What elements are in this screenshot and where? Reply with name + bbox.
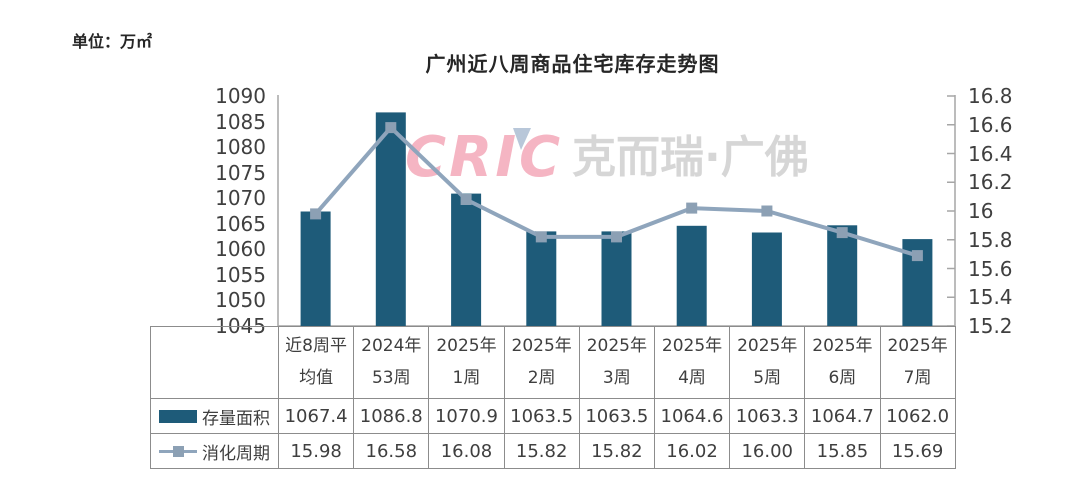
right-axis-tick-label: 15.2 [968,314,1013,338]
data-table: 近8周平 均值 2024年 53周 2025年 1周 2025年 2周 2025年 3周… [150,326,956,469]
category-cell: 2025年 3周 [578,326,655,399]
value-cell: 1063.5 [503,398,580,434]
line-marker [385,122,397,134]
value-cell: 1062.0 [879,398,956,434]
category-cell: 2025年 2周 [503,326,580,399]
category-cell: 2025年 5周 [729,326,806,399]
value-cell: 16.02 [653,433,731,469]
right-axis-tick-label: 16.6 [968,112,1013,137]
bar-segment [827,225,858,326]
bar-segment [751,232,782,326]
value-cell: 15.82 [503,433,580,469]
left-axis-tick-label: 1055 [215,262,266,287]
left-axis-tick-label: 1075 [215,160,266,185]
right-axis-tick-label: 15.4 [968,285,1013,310]
value-cell: 16.58 [353,433,430,469]
chart-title: 广州近八周商品住宅库存走势图 [425,52,720,76]
watermark-brand-text: 克而瑞·广佛 [572,132,809,183]
legend-cell: 存量面积 [150,398,279,434]
right-axis-tick-label: 15.8 [968,227,1013,252]
value-cell: 1063.5 [578,398,655,434]
category-cell: 近8周平 均值 [277,326,355,399]
bar-segment [676,225,707,326]
right-axis-tick-label: 16.2 [968,170,1013,195]
line-marker [611,231,622,243]
bar-segment [601,231,632,326]
category-cell: 2025年 4周 [653,326,731,399]
watermark-logo: CRIC [405,125,563,190]
right-axis-tick-label: 16.8 [968,84,1013,108]
value-cell: 15.82 [578,433,655,469]
line-marker [761,205,773,217]
table-row-0: 存量面积 1067.4 1086.8 1070.9 1063.5 1063.5 1064.6… [150,398,956,434]
line-marker [911,250,923,262]
table-row-1: 消化周期 15.98 16.58 16.08 15.82 15.82 16.02 16.00 1… [150,433,956,469]
value-cell: 1064.7 [804,398,881,434]
left-axis-tick-label: 1090 [215,84,266,108]
line-marker [310,208,322,220]
bar-legend-swatch [159,409,197,423]
category-cell: 2024年 53周 [353,326,430,399]
line-marker [686,202,698,214]
right-axis-tick-label: 16.4 [968,141,1013,166]
left-axis-tick-label: 1070 [215,186,266,211]
legend-label: 存量面积 [202,408,270,429]
value-cell: 1070.9 [428,398,505,434]
line-marker [836,227,848,239]
unit-label: 单位：万㎡ [72,32,153,51]
legend-label: 消化周期 [202,443,270,464]
category-row: 近8周平 均值 2024年 53周 2025年 1周 2025年 2周 2025年 3周… [150,326,956,399]
left-axis-tick-label: 1060 [215,237,266,262]
legend-cell: 消化周期 [150,433,279,469]
category-cell: 2025年 7周 [879,326,956,399]
value-cell: 15.85 [804,433,881,469]
value-cell: 15.98 [277,433,355,469]
left-axis-tick-label: 1085 [215,109,266,134]
value-cell: 16.00 [729,433,806,469]
legend-header-spacer [150,326,279,399]
line-legend-swatch [159,445,197,458]
bar-segment [375,112,406,327]
line-marker [460,194,472,205]
bar-segment [300,211,331,326]
right-axis-tick-label: 15.6 [968,256,1013,281]
value-cell: 1064.6 [653,398,731,434]
category-cell: 2025年 1周 [428,326,505,399]
line-marker [535,231,547,243]
value-cell: 1086.8 [353,398,430,434]
category-cell: 2025年 6周 [804,326,881,399]
value-cell: 15.69 [879,433,956,469]
value-cell: 1067.4 [277,398,355,434]
watermark-logo-triangle [513,128,531,150]
bar-segment [451,193,482,326]
bar-segment [526,231,557,326]
value-cell: 1063.3 [729,398,806,434]
right-axis-tick-label: 16 [968,199,994,223]
value-cell: 16.08 [428,433,505,469]
left-axis-tick-label: 1065 [215,211,266,236]
left-axis-tick-label: 1050 [215,288,266,313]
left-axis-tick-label: 1080 [215,135,266,160]
